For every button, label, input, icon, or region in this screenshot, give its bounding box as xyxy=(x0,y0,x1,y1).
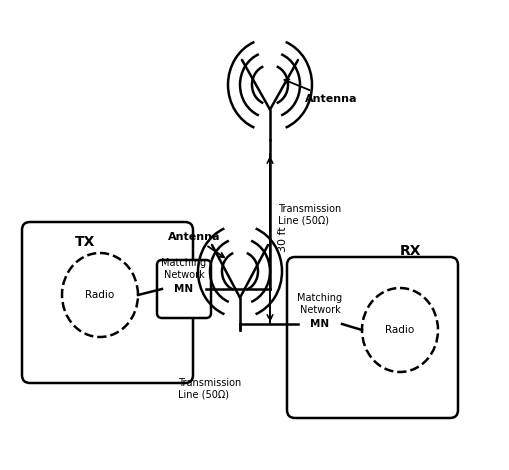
FancyBboxPatch shape xyxy=(22,222,192,383)
Text: TX: TX xyxy=(75,235,95,249)
Text: Transmission
Line (50Ω): Transmission Line (50Ω) xyxy=(277,204,341,226)
Text: Matching
Network: Matching Network xyxy=(297,293,342,314)
Text: MN: MN xyxy=(310,319,329,329)
Text: Radio: Radio xyxy=(385,325,414,335)
Text: Antenna: Antenna xyxy=(284,79,357,104)
Text: Radio: Radio xyxy=(85,290,115,300)
FancyBboxPatch shape xyxy=(293,295,346,353)
Text: RX: RX xyxy=(399,244,420,258)
Text: Antenna: Antenna xyxy=(167,232,223,257)
Text: 30 ft: 30 ft xyxy=(277,226,288,252)
FancyBboxPatch shape xyxy=(157,260,211,318)
Text: Matching
Network: Matching Network xyxy=(161,258,206,280)
Text: MN: MN xyxy=(174,284,193,294)
FancyBboxPatch shape xyxy=(287,257,457,418)
Text: Transmission
Line (50Ω): Transmission Line (50Ω) xyxy=(178,378,241,399)
Ellipse shape xyxy=(361,288,437,372)
Ellipse shape xyxy=(62,253,138,337)
